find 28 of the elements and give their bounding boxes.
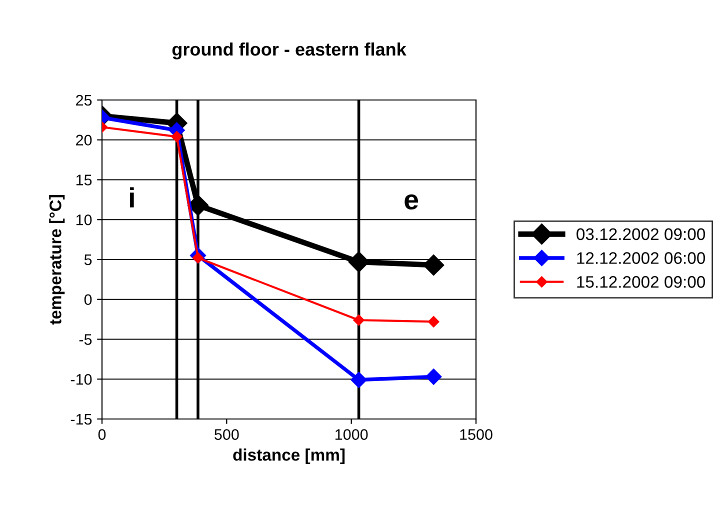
annotation: e bbox=[404, 194, 418, 210]
legend-label: 12.12.2002 06:00 bbox=[577, 252, 706, 264]
y-tick-label: 15 bbox=[76, 174, 92, 186]
point bbox=[428, 316, 440, 328]
chart-title: ground floor - eastern flank bbox=[172, 42, 406, 60]
y-axis-title: temperature [°C] bbox=[49, 195, 65, 325]
point bbox=[350, 372, 367, 388]
y-tick-label: 5 bbox=[84, 254, 92, 266]
point bbox=[353, 314, 364, 326]
legend-label: 03.12.2002 09:00 bbox=[576, 228, 706, 240]
y-tick-label: -10 bbox=[70, 374, 92, 385]
x-tick-label: 1000 bbox=[336, 429, 368, 440]
y-tick-label: 25 bbox=[76, 94, 92, 106]
y-tick-label: -5 bbox=[79, 334, 92, 345]
y-tick-label: 0 bbox=[84, 294, 92, 306]
y-tick-label: 20 bbox=[76, 134, 92, 146]
point bbox=[423, 254, 444, 276]
point bbox=[426, 368, 442, 385]
point bbox=[187, 194, 209, 216]
x-tick-label: 0 bbox=[98, 429, 106, 440]
y-tick-label: -15 bbox=[70, 414, 92, 425]
y-tick-label: 10 bbox=[76, 214, 92, 226]
x-axis-title: distance [mm] bbox=[233, 448, 345, 464]
legend-label: 15.12.2002 09:00 bbox=[577, 276, 706, 288]
point bbox=[171, 131, 182, 142]
x-tick-label: 1500 bbox=[460, 429, 492, 440]
annotation: i bbox=[130, 187, 134, 208]
x-tick-label: 500 bbox=[214, 429, 239, 440]
